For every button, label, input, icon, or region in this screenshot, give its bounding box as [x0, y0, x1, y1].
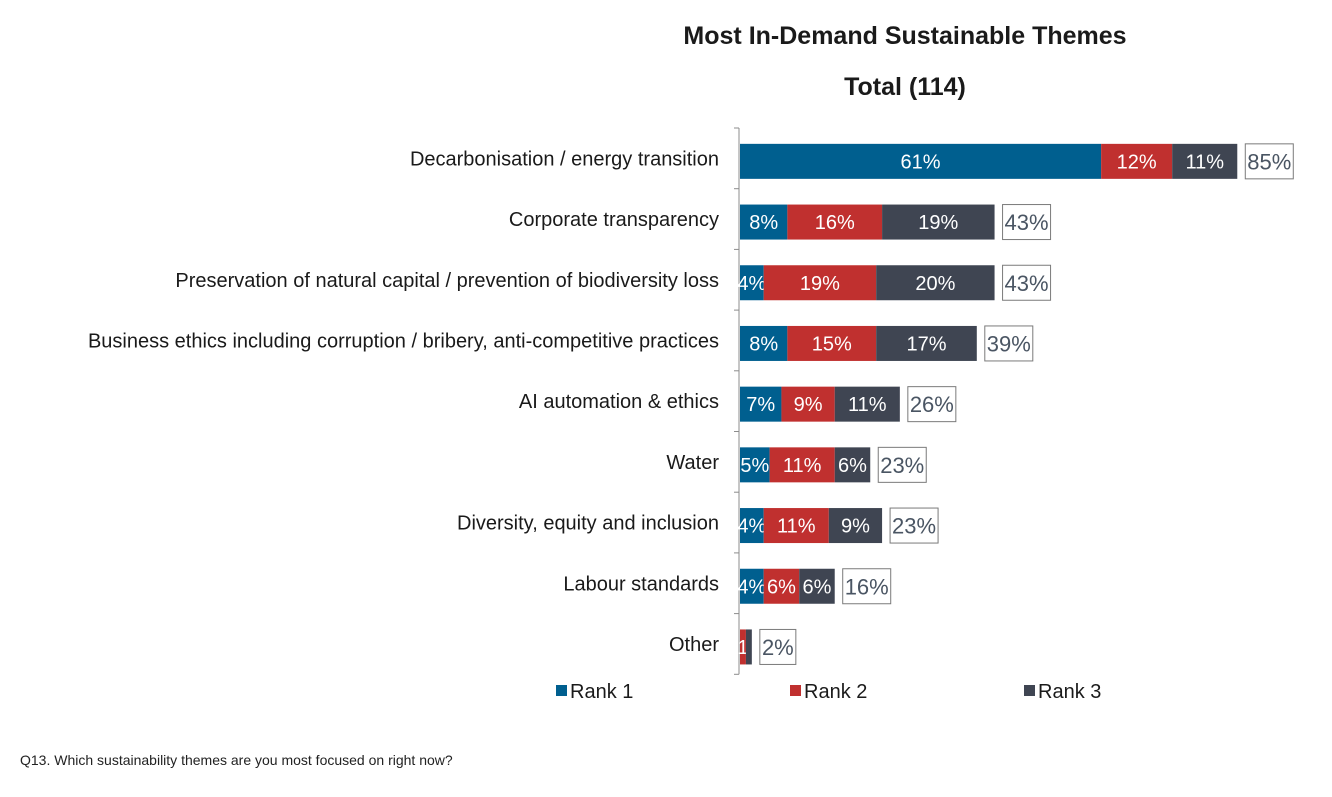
data-label: 4% [737, 576, 766, 598]
bar-segment-rank-2 [763, 265, 877, 301]
data-label: 17% [906, 333, 946, 355]
footnote: Q13. Which sustainability themes are you… [20, 752, 453, 768]
bar-segment-rank-3 [799, 568, 835, 604]
data-label: 11% [1185, 151, 1224, 173]
data-label: 6% [767, 576, 796, 598]
total-label: 23% [892, 514, 936, 539]
total-label: 39% [987, 331, 1031, 356]
legend-label: Rank 3 [1038, 681, 1101, 703]
bar-segment-rank-1 [740, 386, 782, 422]
total-box [759, 628, 797, 665]
bar-segment-rank-3 [828, 508, 883, 544]
data-label: 7% [746, 394, 775, 416]
category-label: Labour standards [563, 573, 719, 595]
data-label: 4% [737, 516, 766, 538]
total-box [842, 568, 892, 605]
data-label: 1 [737, 637, 748, 659]
total-box [1002, 204, 1052, 241]
data-label: 9% [794, 394, 823, 416]
bar-segment-rank-2 [787, 325, 877, 361]
total-label: 26% [910, 392, 954, 417]
category-label: Corporate transparency [509, 209, 719, 231]
bar-segment-rank-3 [834, 447, 871, 483]
data-label: 15% [812, 333, 852, 355]
legend-label: Rank 2 [804, 681, 867, 703]
bar-segment-rank-1 [740, 143, 1102, 179]
category-label: Other [669, 634, 719, 656]
category-label: Water [666, 452, 719, 474]
bar-segment-rank-1 [740, 568, 764, 604]
bar-segment-rank-3 [876, 325, 977, 361]
total-box [889, 507, 939, 544]
bar-segment-rank-1 [740, 265, 764, 301]
data-label: 61% [901, 151, 941, 173]
bar-segment-rank-1 [740, 447, 770, 483]
data-label: 6% [803, 576, 832, 598]
data-label: 9% [841, 516, 870, 538]
chart-title: Most In-Demand Sustainable Themes [683, 22, 1127, 50]
data-label: 4% [737, 273, 766, 295]
bar-segment-rank-2 [763, 508, 829, 544]
category-label: Diversity, equity and inclusion [457, 513, 719, 535]
bar-segment-rank-1 [740, 508, 764, 544]
data-label: 11% [777, 516, 816, 538]
total-box [907, 386, 957, 423]
data-label: 8% [749, 212, 778, 234]
bar-segment-rank-1 [740, 325, 788, 361]
bar-segment-rank-2 [740, 629, 746, 665]
data-label: 5% [740, 455, 769, 477]
legend-swatch [790, 685, 801, 696]
bar-segment-rank-3 [745, 629, 752, 665]
legend-label: Rank 1 [570, 681, 633, 703]
category-label: Preservation of natural capital / preven… [175, 270, 719, 292]
category-label: Business ethics including corruption / b… [88, 330, 719, 352]
bar-segment-rank-3 [876, 265, 995, 301]
total-box [984, 325, 1034, 362]
total-box [1244, 143, 1294, 180]
bar-segment-rank-2 [781, 386, 835, 422]
total-label: 2% [762, 635, 794, 660]
data-label: 8% [749, 333, 778, 355]
legend-swatch [556, 685, 567, 696]
bar-segment-rank-2 [769, 447, 835, 483]
total-label: 43% [1005, 210, 1049, 235]
category-label: AI automation & ethics [519, 391, 719, 413]
bar-segment-rank-3 [882, 204, 995, 240]
data-label: 16% [815, 212, 855, 234]
legend-swatch [1024, 685, 1035, 696]
data-label: 6% [838, 455, 867, 477]
category-label: Decarbonisation / energy transition [410, 148, 719, 170]
data-label: 19% [800, 273, 840, 295]
total-label: 23% [880, 453, 924, 478]
data-label: 11% [783, 455, 822, 477]
bar-segment-rank-3 [1172, 143, 1238, 179]
data-label: 12% [1117, 151, 1157, 173]
bar-segment-rank-3 [834, 386, 900, 422]
total-box [877, 446, 927, 483]
bar-segment-rank-1 [740, 204, 788, 240]
total-label: 43% [1005, 271, 1049, 296]
total-label: 85% [1247, 149, 1291, 174]
data-label: 19% [918, 212, 958, 234]
bar-segment-rank-2 [787, 204, 883, 240]
total-label: 16% [845, 574, 889, 599]
total-box [1002, 264, 1052, 301]
chart-subtitle: Total (114) [844, 73, 966, 101]
data-label: 20% [915, 273, 955, 295]
bar-segment-rank-2 [763, 568, 800, 604]
bar-segment-rank-2 [1101, 143, 1173, 179]
data-label: 11% [848, 394, 887, 416]
